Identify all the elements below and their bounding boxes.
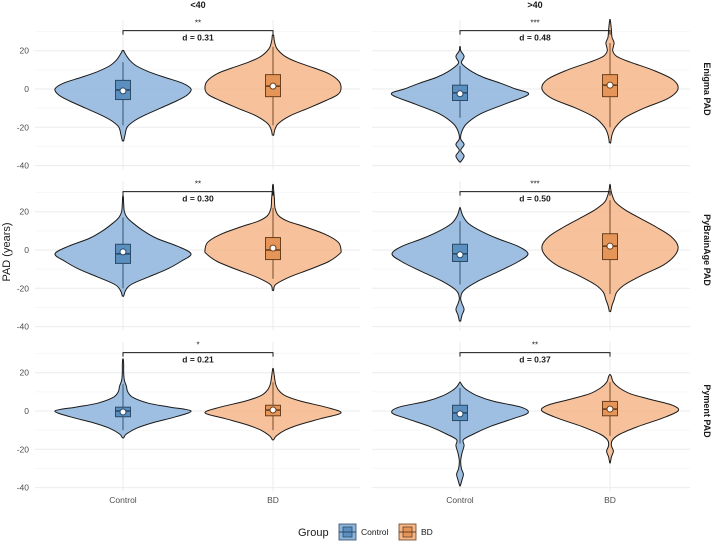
y-tick-label: 20	[20, 46, 30, 56]
mean-point-bd	[606, 242, 614, 250]
row-strip-pyment: Pyment PAD	[702, 384, 712, 438]
y-tick-label: 0	[24, 84, 29, 94]
panel-1-1: *** d = 0.50	[372, 180, 690, 331]
panel-2-0: * d = 0.21	[35, 341, 360, 492]
y-tick-label: 0	[24, 245, 29, 255]
significance-bracket	[122, 352, 274, 357]
row-strip-enigma: Enigma PAD	[702, 62, 712, 116]
mean-point-control	[119, 408, 127, 416]
x-tick-label-bd-left: BD	[267, 495, 279, 505]
legend-label-control: Control	[361, 527, 389, 537]
column-strip-under-40: <40	[190, 0, 205, 10]
significance-stars: ***	[530, 180, 539, 189]
mean-point-control	[456, 410, 464, 418]
mean-point-control	[119, 248, 127, 256]
legend-key-control	[338, 523, 357, 541]
mean-point-control	[456, 90, 464, 98]
significance-stars: **	[195, 180, 201, 189]
y-tick-label: 20	[20, 207, 30, 217]
significance-bracket	[459, 352, 611, 357]
panel-0-0: ** d = 0.31	[35, 19, 360, 170]
significance-bracket	[459, 30, 611, 35]
significance-stars: ***	[530, 19, 539, 28]
significance-bracket	[122, 191, 274, 196]
legend-title: Group	[298, 527, 329, 539]
significance-stars: **	[532, 341, 538, 350]
y-axis-label: PAD (years)	[1, 222, 13, 281]
effect-size-label: d = 0.21	[182, 355, 214, 365]
significance-bracket	[122, 30, 274, 35]
y-tick-label: -40	[17, 483, 30, 493]
x-tick-label-bd-right: BD	[604, 495, 616, 505]
effect-size-label: d = 0.30	[182, 194, 214, 204]
mean-point-bd	[606, 405, 614, 413]
row-strip-pybrainage: PyBrainAge PAD	[702, 214, 712, 286]
effect-size-label: d = 0.48	[519, 33, 551, 43]
legend-key-bd	[398, 523, 417, 541]
significance-stars: *	[196, 341, 199, 350]
panel-1-0: ** d = 0.30	[35, 180, 360, 331]
y-tick-label: -20	[17, 444, 30, 454]
x-tick-label-control-left: Control	[109, 495, 137, 505]
legend-label-bd: BD	[421, 527, 433, 537]
mean-point-control	[119, 87, 127, 95]
mean-point-bd	[269, 406, 277, 414]
effect-size-label: d = 0.50	[519, 194, 551, 204]
column-strip-over-40: >40	[527, 0, 542, 10]
panel-0-1: *** d = 0.48	[372, 19, 690, 170]
mean-point-control	[456, 251, 464, 259]
y-tick-label: -20	[17, 122, 30, 132]
y-tick-label: -40	[17, 161, 30, 171]
y-tick-label: -40	[17, 322, 30, 332]
significance-stars: **	[195, 19, 201, 28]
panels-layer: 200-20-40**d = 0.31***d = 0.48200-20-40*…	[17, 19, 690, 493]
panel-2-1: ** d = 0.37	[372, 341, 690, 492]
mean-point-bd	[269, 244, 277, 252]
y-tick-label: 20	[20, 368, 30, 378]
effect-size-label: d = 0.31	[182, 33, 214, 43]
mean-point-bd	[269, 82, 277, 90]
effect-size-label: d = 0.37	[519, 355, 551, 365]
x-tick-label-control-right: Control	[446, 495, 474, 505]
legend: Group Control BD	[298, 523, 433, 541]
significance-bracket	[459, 191, 611, 196]
y-tick-label: 0	[24, 406, 29, 416]
x-tick-labels: Control BD Control BD	[109, 495, 616, 505]
mean-point-bd	[606, 81, 614, 89]
y-tick-label: -20	[17, 283, 30, 293]
